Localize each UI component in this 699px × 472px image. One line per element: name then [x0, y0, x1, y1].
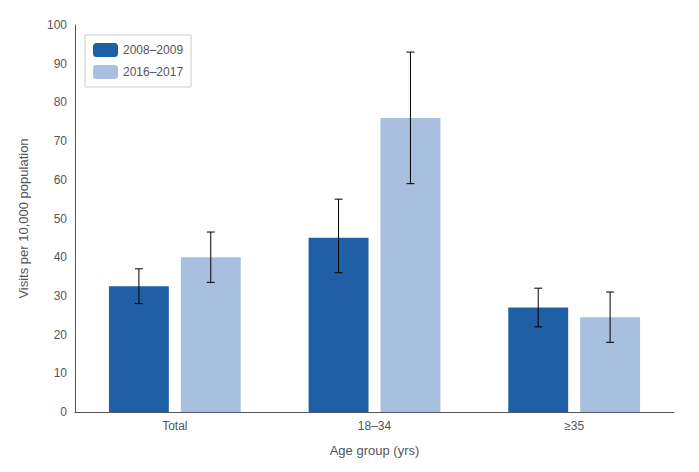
svg-text:Total: Total	[162, 419, 187, 433]
svg-text:2008–2009: 2008–2009	[123, 43, 183, 57]
svg-text:20: 20	[54, 328, 68, 342]
svg-text:60: 60	[54, 173, 68, 187]
svg-text:50: 50	[54, 212, 68, 226]
svg-text:0: 0	[60, 405, 67, 419]
svg-text:90: 90	[54, 57, 68, 71]
svg-text:Age group (yrs): Age group (yrs)	[330, 443, 420, 458]
svg-text:Visits per 10,000 population: Visits per 10,000 population	[16, 138, 31, 298]
svg-text:70: 70	[54, 134, 68, 148]
svg-text:18–34: 18–34	[358, 419, 392, 433]
svg-text:100: 100	[47, 18, 67, 32]
svg-text:10: 10	[54, 366, 68, 380]
svg-text:2016–2017: 2016–2017	[123, 65, 183, 79]
svg-text:80: 80	[54, 95, 68, 109]
svg-text:40: 40	[54, 250, 68, 264]
svg-text:30: 30	[54, 289, 68, 303]
svg-text:≥35: ≥35	[564, 419, 584, 433]
